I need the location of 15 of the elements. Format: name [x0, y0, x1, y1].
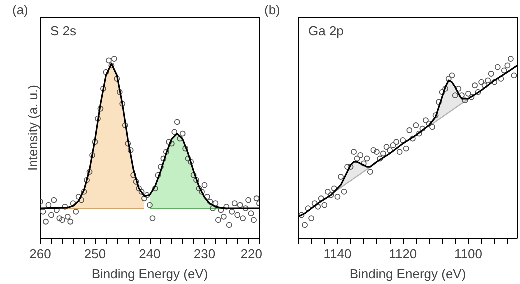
- y-axis-title: Intensity (a. u.): [26, 85, 40, 171]
- x-axis-title: Binding Energy (eV): [350, 266, 466, 282]
- x-tick-label: 250: [84, 246, 106, 262]
- x-tick-label: 1100: [454, 246, 482, 262]
- x-tick-label: 1140: [324, 246, 352, 262]
- x-tick-label: 240: [139, 246, 161, 262]
- x-tick-label: 220: [240, 246, 263, 262]
- x-tick-label: 1120: [389, 246, 418, 262]
- text: Ga 2p: [308, 24, 344, 38]
- x-axis-title: Binding Energy (eV): [92, 266, 208, 282]
- x-tick-label: 260: [30, 246, 52, 262]
- x-tick-label: 230: [194, 246, 216, 262]
- text: S 2s: [50, 24, 78, 38]
- text: (a): [12, 2, 28, 18]
- text: (b): [264, 2, 280, 18]
